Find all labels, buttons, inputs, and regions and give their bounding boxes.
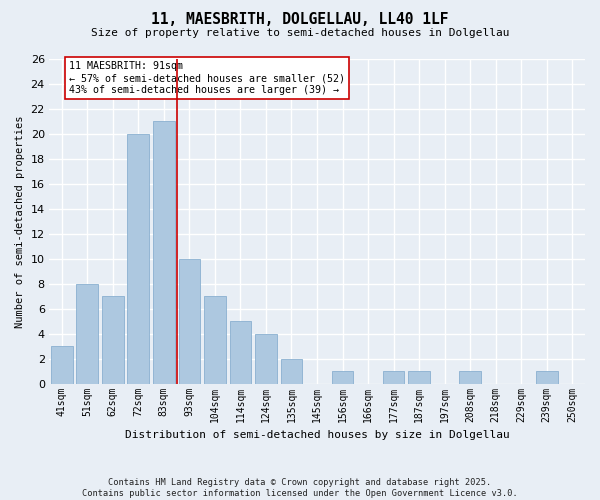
Bar: [255, 334, 277, 384]
Bar: [76, 284, 98, 384]
Bar: [281, 358, 302, 384]
Bar: [127, 134, 149, 384]
Bar: [536, 371, 557, 384]
Bar: [332, 371, 353, 384]
Bar: [102, 296, 124, 384]
Bar: [230, 321, 251, 384]
Text: Contains HM Land Registry data © Crown copyright and database right 2025.
Contai: Contains HM Land Registry data © Crown c…: [82, 478, 518, 498]
Bar: [383, 371, 404, 384]
Bar: [179, 259, 200, 384]
Bar: [459, 371, 481, 384]
Bar: [204, 296, 226, 384]
Text: 11 MAESBRITH: 91sqm
← 57% of semi-detached houses are smaller (52)
43% of semi-d: 11 MAESBRITH: 91sqm ← 57% of semi-detach…: [70, 62, 346, 94]
Text: Size of property relative to semi-detached houses in Dolgellau: Size of property relative to semi-detach…: [91, 28, 509, 38]
Bar: [408, 371, 430, 384]
Y-axis label: Number of semi-detached properties: Number of semi-detached properties: [15, 115, 25, 328]
X-axis label: Distribution of semi-detached houses by size in Dolgellau: Distribution of semi-detached houses by …: [125, 430, 509, 440]
Bar: [153, 122, 175, 384]
Text: 11, MAESBRITH, DOLGELLAU, LL40 1LF: 11, MAESBRITH, DOLGELLAU, LL40 1LF: [151, 12, 449, 28]
Bar: [51, 346, 73, 384]
